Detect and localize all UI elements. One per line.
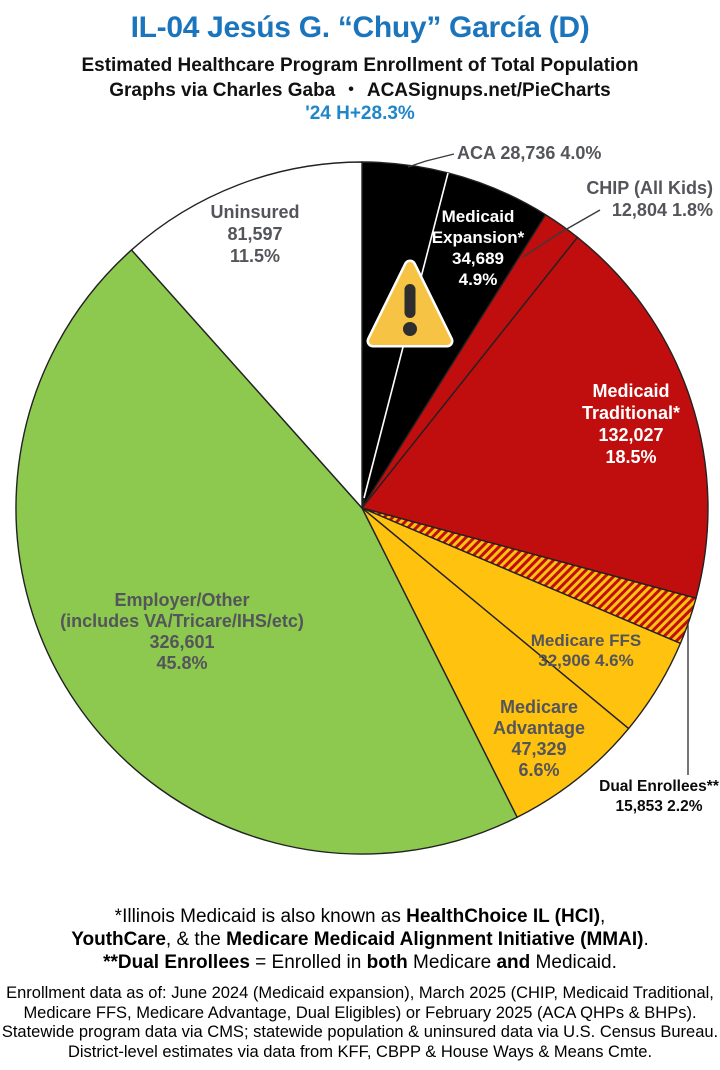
slice-label-medicare-advantage: Medicare Advantage 47,329 6.6% [492,697,586,780]
slice-label-medicare-ffs: Medicare FFS 32,906 4.6% [530,631,642,670]
source-line: Medicare FFS, Medicare Advantage, Dual E… [23,1003,697,1022]
slice-label-medicaid-traditional: Medicaid Traditional* 132,027 18.5% [581,381,680,467]
bullet-separator: • [348,81,354,98]
pie-slice-employer-other [15,249,518,855]
slice-label-uninsured: Uninsured 81,597 11.5% [210,202,300,266]
leader-line-chip [522,209,601,258]
leader-line-aca [407,153,455,168]
slice-label-aca: ACA 28,736 4.0% [457,143,602,163]
source-line: Enrollment data as of: June 2024 (Medica… [6,984,714,1002]
source-line: Statewide program data via CMS; statewid… [1,1023,719,1041]
footnote-medicaid-alias-1: *Illinois Medicaid is also known as Heal… [114,906,606,927]
warning-icon [366,259,454,348]
pie-slice-medicare-advantage [361,507,630,818]
credit-site: ACASignups.net/PieCharts [366,80,611,101]
footnote-dual-enrollees: **Dual Enrollees = Enrolled in both Medi… [103,952,617,973]
data-source-note: Enrollment data as of: June 2024 (Medica… [0,984,720,1062]
slice-label-employer-other: Employer/Other (includes VA/Tricare/IHS/… [60,590,304,673]
footnote-medicaid-alias-2: YouthCare, & the Medicare Medicaid Align… [71,929,649,950]
house-result-stat: '24 H+28.3% [305,103,415,124]
credit-author: Graphs via Charles Gaba [109,80,336,101]
chart-subtitle: Estimated Healthcare Program Enrollment … [81,55,639,76]
pie-slice-uninsured [130,161,363,509]
slice-label-chip: CHIP (All Kids) 12,804 1.8% [586,178,713,220]
slice-label-medicaid-expansion: Medicaid Expansion* 34,689 4.9% [431,207,525,289]
pie-slice-medicaid-traditional [361,236,709,599]
page-title: IL-04 Jesús G. “Chuy” García (D) [130,11,590,44]
source-line: District-level estimates via data from K… [67,1042,653,1061]
slice-label-dual-enrollees: Dual Enrollees** 15,853 2.2% [599,778,719,815]
credit-line: Graphs via Charles Gaba • ACASignups.net/P… [0,80,720,102]
